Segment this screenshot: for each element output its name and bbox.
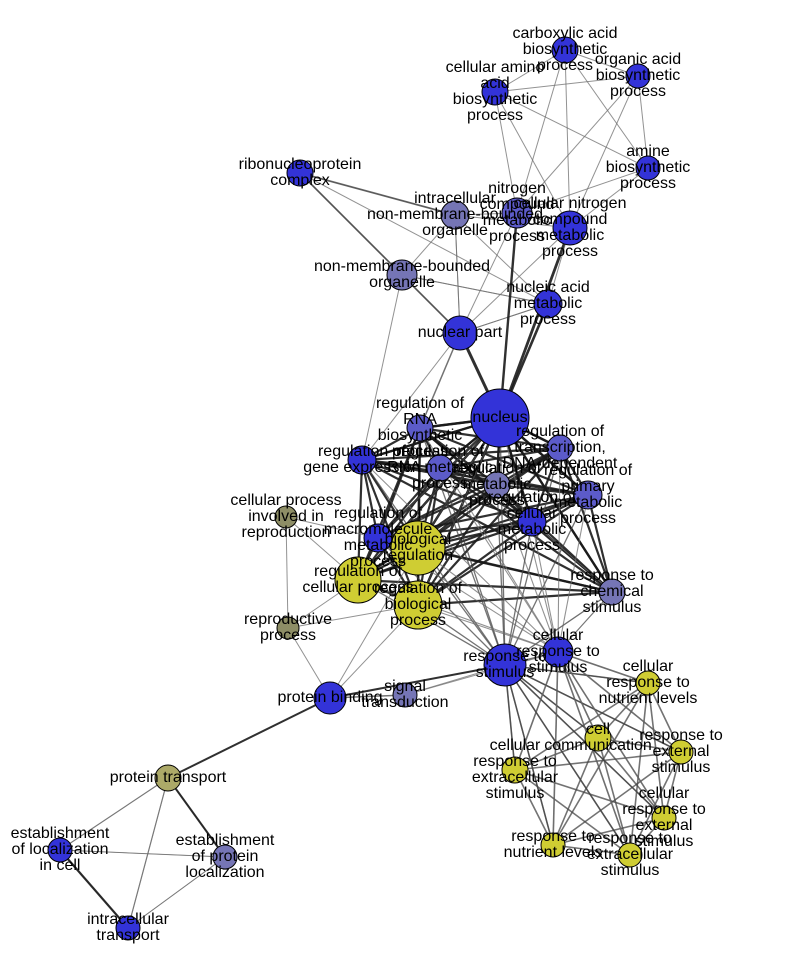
- svg-text:biosynthetic: biosynthetic: [606, 159, 691, 176]
- svg-text:response to: response to: [511, 828, 595, 845]
- svg-text:process: process: [542, 243, 598, 260]
- svg-text:stimulus: stimulus: [652, 759, 711, 776]
- svg-text:protein transport: protein transport: [110, 769, 227, 786]
- svg-text:stimulus: stimulus: [601, 862, 660, 879]
- svg-text:nuclear part: nuclear part: [418, 324, 503, 341]
- svg-text:process: process: [620, 175, 676, 192]
- svg-text:external: external: [653, 743, 710, 760]
- svg-text:compound: compound: [533, 211, 608, 228]
- svg-text:reproduction: reproduction: [242, 524, 331, 541]
- svg-text:non-membrane-bounded: non-membrane-bounded: [314, 258, 490, 275]
- svg-text:signal: signal: [384, 678, 426, 695]
- svg-text:transport: transport: [96, 927, 160, 944]
- svg-text:process: process: [504, 537, 560, 554]
- svg-text:chemical: chemical: [580, 583, 643, 600]
- svg-text:regulation of: regulation of: [334, 505, 423, 522]
- svg-text:response to: response to: [588, 830, 672, 847]
- svg-text:regulation of: regulation of: [453, 460, 542, 477]
- svg-text:non-membrane-bounded: non-membrane-bounded: [367, 206, 543, 223]
- svg-text:cellular: cellular: [639, 785, 690, 802]
- svg-text:extracellular: extracellular: [472, 769, 559, 786]
- svg-text:regulation of: regulation of: [318, 443, 407, 460]
- svg-text:process: process: [467, 107, 523, 124]
- svg-text:process: process: [537, 57, 593, 74]
- svg-text:response to: response to: [622, 801, 706, 818]
- svg-text:stimulus: stimulus: [476, 664, 535, 681]
- svg-text:response to: response to: [516, 643, 600, 660]
- svg-text:cellular: cellular: [533, 627, 584, 644]
- svg-text:amine: amine: [626, 143, 670, 160]
- svg-text:regulation of: regulation of: [488, 489, 577, 506]
- svg-text:communication: communication: [544, 737, 652, 754]
- svg-text:response to: response to: [473, 753, 557, 770]
- svg-text:establishment: establishment: [11, 825, 110, 842]
- svg-text:stimulus: stimulus: [583, 599, 642, 616]
- svg-text:response to: response to: [570, 567, 654, 584]
- svg-text:RNA: RNA: [403, 411, 437, 428]
- svg-text:cellular amino: cellular amino: [446, 59, 545, 76]
- svg-text:complex: complex: [270, 172, 330, 189]
- svg-text:biosynthetic: biosynthetic: [453, 91, 538, 108]
- svg-text:metabolic: metabolic: [536, 227, 604, 244]
- svg-text:establishment: establishment: [176, 832, 275, 849]
- svg-text:ribonucleoprotein: ribonucleoprotein: [239, 156, 362, 173]
- svg-text:cellular process: cellular process: [230, 492, 341, 509]
- svg-text:in cell: in cell: [40, 857, 81, 874]
- svg-text:regulation of: regulation of: [314, 563, 403, 580]
- svg-text:transduction: transduction: [361, 694, 448, 711]
- svg-text:transcription,: transcription,: [514, 439, 606, 456]
- svg-text:cell: cell: [586, 721, 610, 738]
- svg-text:of localization: of localization: [12, 841, 109, 858]
- svg-text:localization: localization: [185, 864, 264, 881]
- svg-text:process: process: [260, 627, 316, 644]
- svg-text:cellular: cellular: [623, 658, 674, 675]
- svg-text:stimulus: stimulus: [486, 785, 545, 802]
- svg-text:nucleic acid: nucleic acid: [506, 279, 590, 296]
- svg-text:regulation of: regulation of: [374, 580, 463, 597]
- svg-text:biological: biological: [385, 531, 452, 548]
- svg-text:intracellular: intracellular: [414, 190, 496, 207]
- svg-text:cellular: cellular: [490, 737, 541, 754]
- svg-text:process: process: [520, 311, 576, 328]
- svg-text:intracellular: intracellular: [87, 911, 169, 928]
- svg-text:biological: biological: [385, 596, 452, 613]
- svg-text:organic acid: organic acid: [595, 51, 681, 68]
- svg-text:nutrient levels: nutrient levels: [599, 690, 698, 707]
- svg-text:response to: response to: [606, 674, 690, 691]
- svg-text:carboxylic acid: carboxylic acid: [513, 25, 618, 42]
- svg-text:process: process: [560, 510, 616, 527]
- svg-text:reproductive: reproductive: [244, 611, 332, 628]
- svg-text:process: process: [390, 612, 446, 629]
- svg-text:regulation of: regulation of: [516, 423, 605, 440]
- svg-text:metabolic: metabolic: [498, 521, 566, 538]
- svg-text:stimulus: stimulus: [529, 659, 588, 676]
- svg-text:process: process: [610, 83, 666, 100]
- svg-text:metabolic: metabolic: [514, 295, 582, 312]
- svg-text:organelle: organelle: [369, 274, 435, 291]
- svg-text:organelle: organelle: [422, 222, 488, 239]
- svg-text:extracellular: extracellular: [587, 846, 674, 863]
- svg-text:biosynthetic: biosynthetic: [378, 427, 463, 444]
- svg-text:involved in: involved in: [248, 508, 324, 525]
- svg-text:regulation of: regulation of: [376, 395, 465, 412]
- svg-text:regulation: regulation: [383, 547, 453, 564]
- svg-text:process: process: [412, 475, 468, 492]
- svg-text:biosynthetic: biosynthetic: [596, 67, 681, 84]
- svg-text:regulation of: regulation of: [544, 462, 633, 479]
- svg-text:cellular: cellular: [507, 505, 558, 522]
- svg-text:of protein: of protein: [192, 848, 259, 865]
- svg-text:regulation of: regulation of: [396, 443, 485, 460]
- svg-text:acid: acid: [480, 75, 509, 92]
